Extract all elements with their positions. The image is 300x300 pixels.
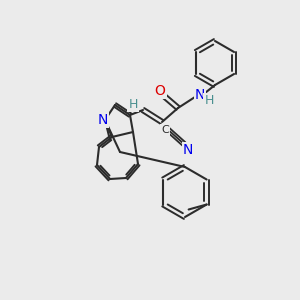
Text: N: N xyxy=(183,143,193,157)
Text: N: N xyxy=(98,113,108,127)
Text: H: H xyxy=(204,94,214,106)
Text: N: N xyxy=(195,88,205,102)
Text: O: O xyxy=(154,84,165,98)
Text: C: C xyxy=(161,125,169,135)
Text: H: H xyxy=(128,98,138,110)
